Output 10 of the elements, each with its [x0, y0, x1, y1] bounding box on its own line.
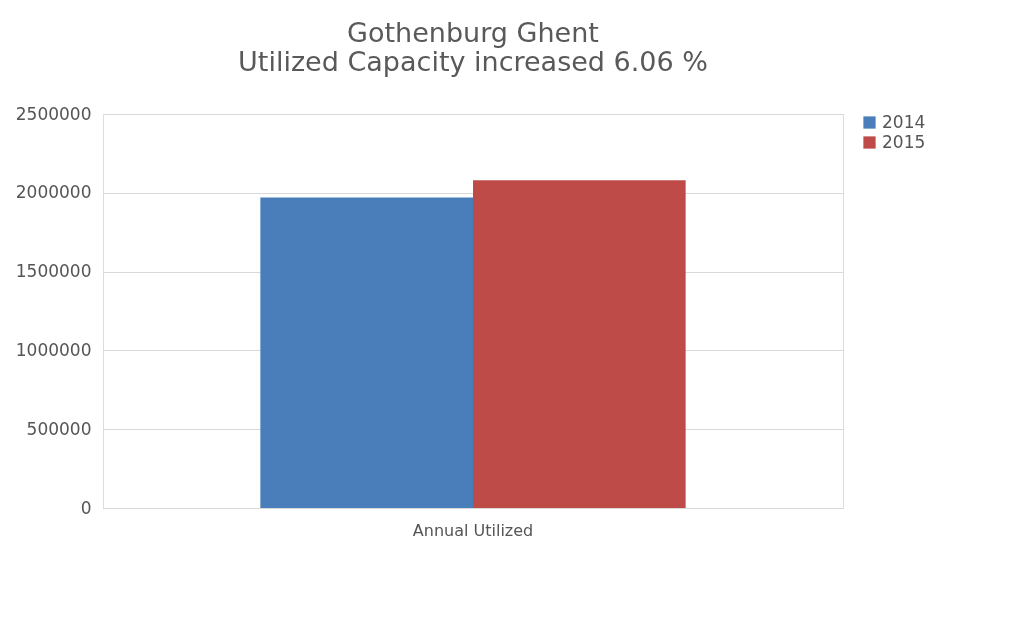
legend-label: 2015	[882, 131, 926, 152]
y-tick-label: 1500000	[15, 261, 92, 282]
y-tick-label: 2000000	[15, 182, 92, 203]
y-tick-label: 0	[80, 497, 92, 518]
y-tick-label: 1000000	[15, 339, 92, 360]
legend-label: 2014	[882, 111, 926, 132]
y-tick-label: 500000	[26, 418, 92, 439]
text: Gothenburg Ghent	[347, 17, 599, 48]
x-tick-label: Annual Utilized	[412, 520, 534, 540]
y-tick-label: 2500000	[15, 103, 92, 124]
